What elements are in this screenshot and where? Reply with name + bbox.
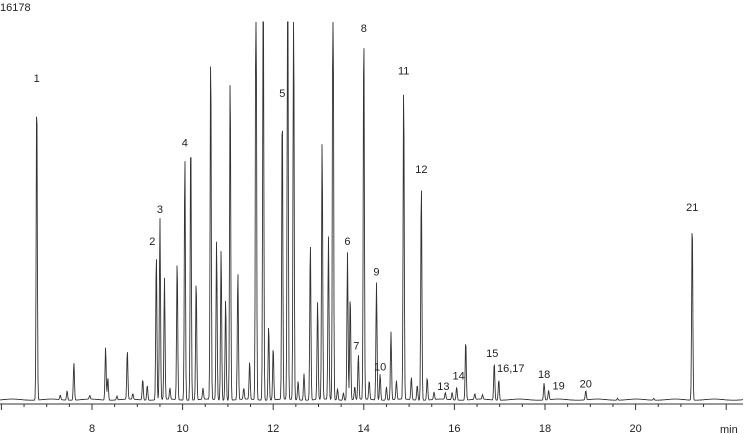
x-tick-label: 12 [267, 423, 279, 434]
peak-label: 19 [552, 381, 564, 393]
peak-label: 4 [182, 137, 188, 149]
peak-label: 1 [34, 73, 40, 85]
x-axis-ticks: 8 10 12 14 16 18 20 [0, 404, 727, 434]
peak-label: 5 [279, 88, 285, 100]
x-tick-label: 8 [89, 423, 95, 434]
peak-label: 9 [373, 266, 379, 278]
x-tick-label: 18 [539, 423, 551, 434]
x-tick-label: 14 [358, 423, 370, 434]
x-tick-label: 16 [448, 423, 460, 434]
peak-label: 12 [415, 164, 427, 176]
peak-label: 8 [361, 23, 367, 35]
peak-label: 7 [353, 340, 359, 352]
peak-label: 3 [157, 204, 163, 216]
peak-label: 10 [374, 361, 386, 373]
peak-label: 21 [686, 202, 698, 214]
peak-label: 2 [149, 236, 155, 248]
chromatogram-trace [0, 21, 743, 401]
peak-label: 11 [398, 65, 409, 77]
x-unit-label: min [720, 424, 738, 434]
peak-label: 16,17 [497, 363, 525, 375]
y-max-label: 16178 [0, 2, 31, 14]
x-tick-label: 10 [176, 423, 188, 434]
peak-label: 13 [437, 381, 449, 393]
peak-label: 15 [486, 348, 498, 360]
x-tick-label: 20 [629, 423, 641, 434]
peak-label: 18 [538, 369, 550, 381]
peak-label: 20 [580, 379, 592, 391]
peak-label: 14 [453, 371, 465, 383]
peak-label: 6 [344, 236, 350, 248]
